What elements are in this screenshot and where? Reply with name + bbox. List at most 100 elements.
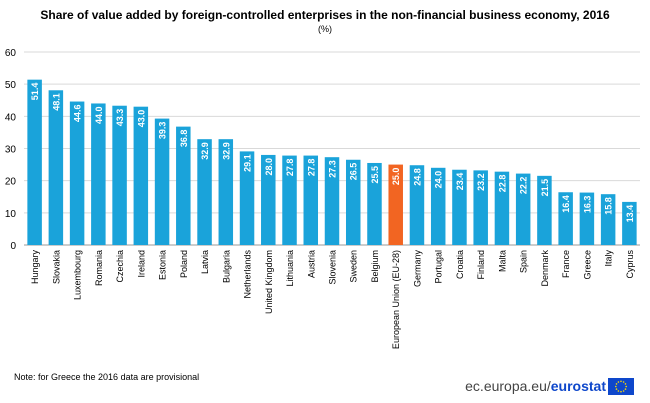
data-label: 32.9 bbox=[221, 142, 231, 160]
data-label: 13.4 bbox=[625, 205, 635, 223]
data-label: 16.4 bbox=[561, 195, 571, 213]
flag-star bbox=[617, 390, 620, 392]
category-label: United Kingdom bbox=[264, 250, 274, 314]
category-label: Denmark bbox=[540, 250, 550, 287]
category-label: Czechia bbox=[115, 250, 125, 283]
category-label: Lithuania bbox=[285, 250, 295, 287]
flag-star bbox=[624, 388, 627, 390]
data-label: 25.5 bbox=[370, 166, 380, 184]
category-label: Germany bbox=[412, 250, 422, 288]
bar bbox=[537, 175, 552, 245]
bar bbox=[579, 192, 595, 245]
category-label: Belgium bbox=[370, 250, 380, 283]
data-label: 27.8 bbox=[285, 159, 295, 177]
bar bbox=[409, 165, 425, 245]
bar-chart: 0 10 20 30 40 50 60 51.4 Hungary 48.1 Slovakia 44.6… bbox=[5, 48, 640, 349]
bar bbox=[515, 173, 531, 245]
data-label: 43.3 bbox=[115, 109, 125, 127]
category-label: Estonia bbox=[158, 250, 168, 280]
data-label: 27.3 bbox=[328, 160, 338, 178]
y-tick-label: 40 bbox=[5, 112, 17, 123]
data-label: 24.0 bbox=[434, 171, 444, 189]
bar bbox=[430, 167, 446, 245]
category-label: Romania bbox=[94, 250, 104, 286]
brand-site: ec.europa.eu/ bbox=[465, 378, 551, 394]
bar bbox=[558, 192, 573, 245]
category-label: Greece bbox=[582, 250, 592, 280]
category-label: Netherlands bbox=[243, 250, 253, 299]
eurostat-brand[interactable]: ec.europa.eu/eurostat bbox=[465, 378, 606, 394]
y-tick-label: 30 bbox=[5, 145, 17, 156]
category-label: Spain bbox=[519, 250, 529, 273]
data-label: 25.0 bbox=[391, 168, 401, 186]
bar bbox=[494, 171, 510, 245]
footnote: Note: for Greece the 2016 data are provi… bbox=[14, 372, 200, 382]
bar bbox=[600, 194, 616, 245]
flag-star bbox=[615, 383, 618, 385]
flag-star bbox=[620, 390, 622, 393]
y-tick-label: 50 bbox=[5, 80, 17, 91]
bar bbox=[261, 154, 276, 245]
data-label: 22.2 bbox=[519, 177, 529, 195]
bar bbox=[48, 90, 64, 245]
data-label: 27.8 bbox=[306, 159, 316, 177]
category-label: Austria bbox=[306, 250, 316, 278]
chart-unit: (%) bbox=[318, 24, 332, 34]
flag-star bbox=[624, 383, 627, 385]
category-label: France bbox=[561, 250, 571, 278]
bar bbox=[218, 139, 234, 245]
data-label: 28.0 bbox=[264, 158, 274, 176]
category-label: Italy bbox=[604, 250, 614, 267]
bar bbox=[69, 101, 85, 245]
category-label: Bulgaria bbox=[221, 250, 231, 283]
data-label: 43.0 bbox=[136, 110, 146, 128]
flag-star bbox=[620, 380, 622, 383]
bar bbox=[133, 106, 149, 245]
data-label: 16.3 bbox=[582, 196, 592, 214]
category-label: Slovenia bbox=[328, 250, 338, 285]
data-label: 22.8 bbox=[497, 175, 507, 193]
category-label: Poland bbox=[179, 250, 189, 278]
bar bbox=[197, 139, 212, 245]
bar bbox=[345, 159, 361, 245]
data-label: 44.0 bbox=[94, 106, 104, 124]
brand-name: eurostat bbox=[550, 378, 606, 394]
flag-star bbox=[615, 385, 617, 388]
category-label: Latvia bbox=[200, 250, 210, 274]
bar bbox=[303, 155, 319, 245]
y-tick-label: 10 bbox=[5, 209, 17, 220]
bar bbox=[367, 162, 382, 245]
bar-highlight bbox=[388, 164, 403, 245]
category-label: Hungary bbox=[30, 250, 40, 285]
category-label: Ireland bbox=[136, 250, 146, 278]
category-label: Slovakia bbox=[51, 250, 61, 284]
bar bbox=[473, 170, 488, 245]
data-label: 39.3 bbox=[158, 122, 168, 140]
data-label: 36.8 bbox=[179, 130, 189, 148]
y-tick-label: 20 bbox=[5, 177, 17, 188]
bar bbox=[154, 118, 170, 245]
data-label: 51.4 bbox=[30, 83, 40, 101]
bar bbox=[324, 157, 340, 245]
bar bbox=[452, 169, 467, 245]
data-label: 26.5 bbox=[349, 163, 359, 181]
category-label: Portugal bbox=[434, 250, 444, 284]
y-tick-label: 60 bbox=[5, 48, 17, 59]
category-label: Croatia bbox=[455, 250, 465, 279]
data-label: 32.9 bbox=[200, 142, 210, 160]
category-label: Finland bbox=[476, 250, 486, 280]
bar bbox=[239, 151, 255, 245]
data-label: 24.8 bbox=[412, 168, 422, 186]
data-label: 48.1 bbox=[51, 93, 61, 111]
y-tick-label: 0 bbox=[10, 241, 16, 252]
flag-star bbox=[617, 381, 620, 383]
eu-flag-icon bbox=[608, 378, 634, 395]
data-label: 21.5 bbox=[540, 179, 550, 197]
flag-star bbox=[622, 381, 625, 383]
category-label: European Union (EU-28) bbox=[391, 250, 401, 349]
bar bbox=[622, 201, 637, 245]
bar bbox=[91, 103, 106, 245]
data-label: 15.8 bbox=[604, 197, 614, 215]
category-label: Malta bbox=[497, 250, 507, 272]
category-label: Cyprus bbox=[625, 250, 635, 279]
